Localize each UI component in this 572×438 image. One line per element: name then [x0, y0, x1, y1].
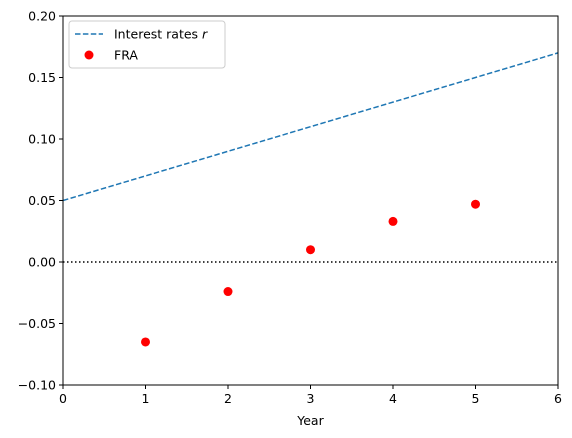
legend: Interest rates r FRA	[68, 20, 226, 69]
fra-point	[306, 245, 315, 255]
interest-rates-line	[62, 52, 559, 202]
legend-box	[68, 20, 226, 69]
y-tick-label: 0.00	[28, 255, 56, 270]
x-tick-label: 0	[59, 391, 67, 406]
legend-label-interest-rates-symbol: r	[202, 27, 208, 42]
plot-area	[63, 16, 558, 385]
y-axis-ticks: −0.10 −0.05 0.00 0.05 0.10 0.15 0.20	[18, 9, 63, 393]
x-tick-label: 6	[554, 391, 562, 406]
fra-point	[141, 337, 150, 347]
fra-point	[471, 199, 480, 209]
x-tick-label: 3	[307, 391, 315, 406]
fra-point	[388, 216, 398, 226]
legend-label-interest-rates-plain: Interest rates	[114, 27, 202, 42]
legend-label-interest-rates: Interest rates r	[114, 27, 208, 42]
y-tick-label: 0.15	[28, 70, 56, 85]
x-axis-label: Year	[296, 413, 324, 428]
y-tick-label: 0.10	[28, 132, 56, 147]
fra-point	[223, 287, 233, 297]
x-tick-label: 2	[224, 391, 232, 406]
x-axis-ticks: 0 1 2 3 4 5 6	[59, 385, 562, 406]
legend-label-fra: FRA	[114, 48, 138, 63]
chart-marks	[62, 52, 559, 347]
y-tick-label: −0.05	[18, 316, 56, 331]
x-tick-label: 1	[142, 391, 150, 406]
y-tick-label: 0.05	[28, 193, 56, 208]
legend-swatch-fra	[84, 50, 94, 60]
y-tick-label: −0.10	[18, 378, 56, 393]
x-tick-label: 4	[389, 391, 397, 406]
x-tick-label: 5	[472, 391, 480, 406]
y-tick-label: 0.20	[28, 9, 56, 24]
